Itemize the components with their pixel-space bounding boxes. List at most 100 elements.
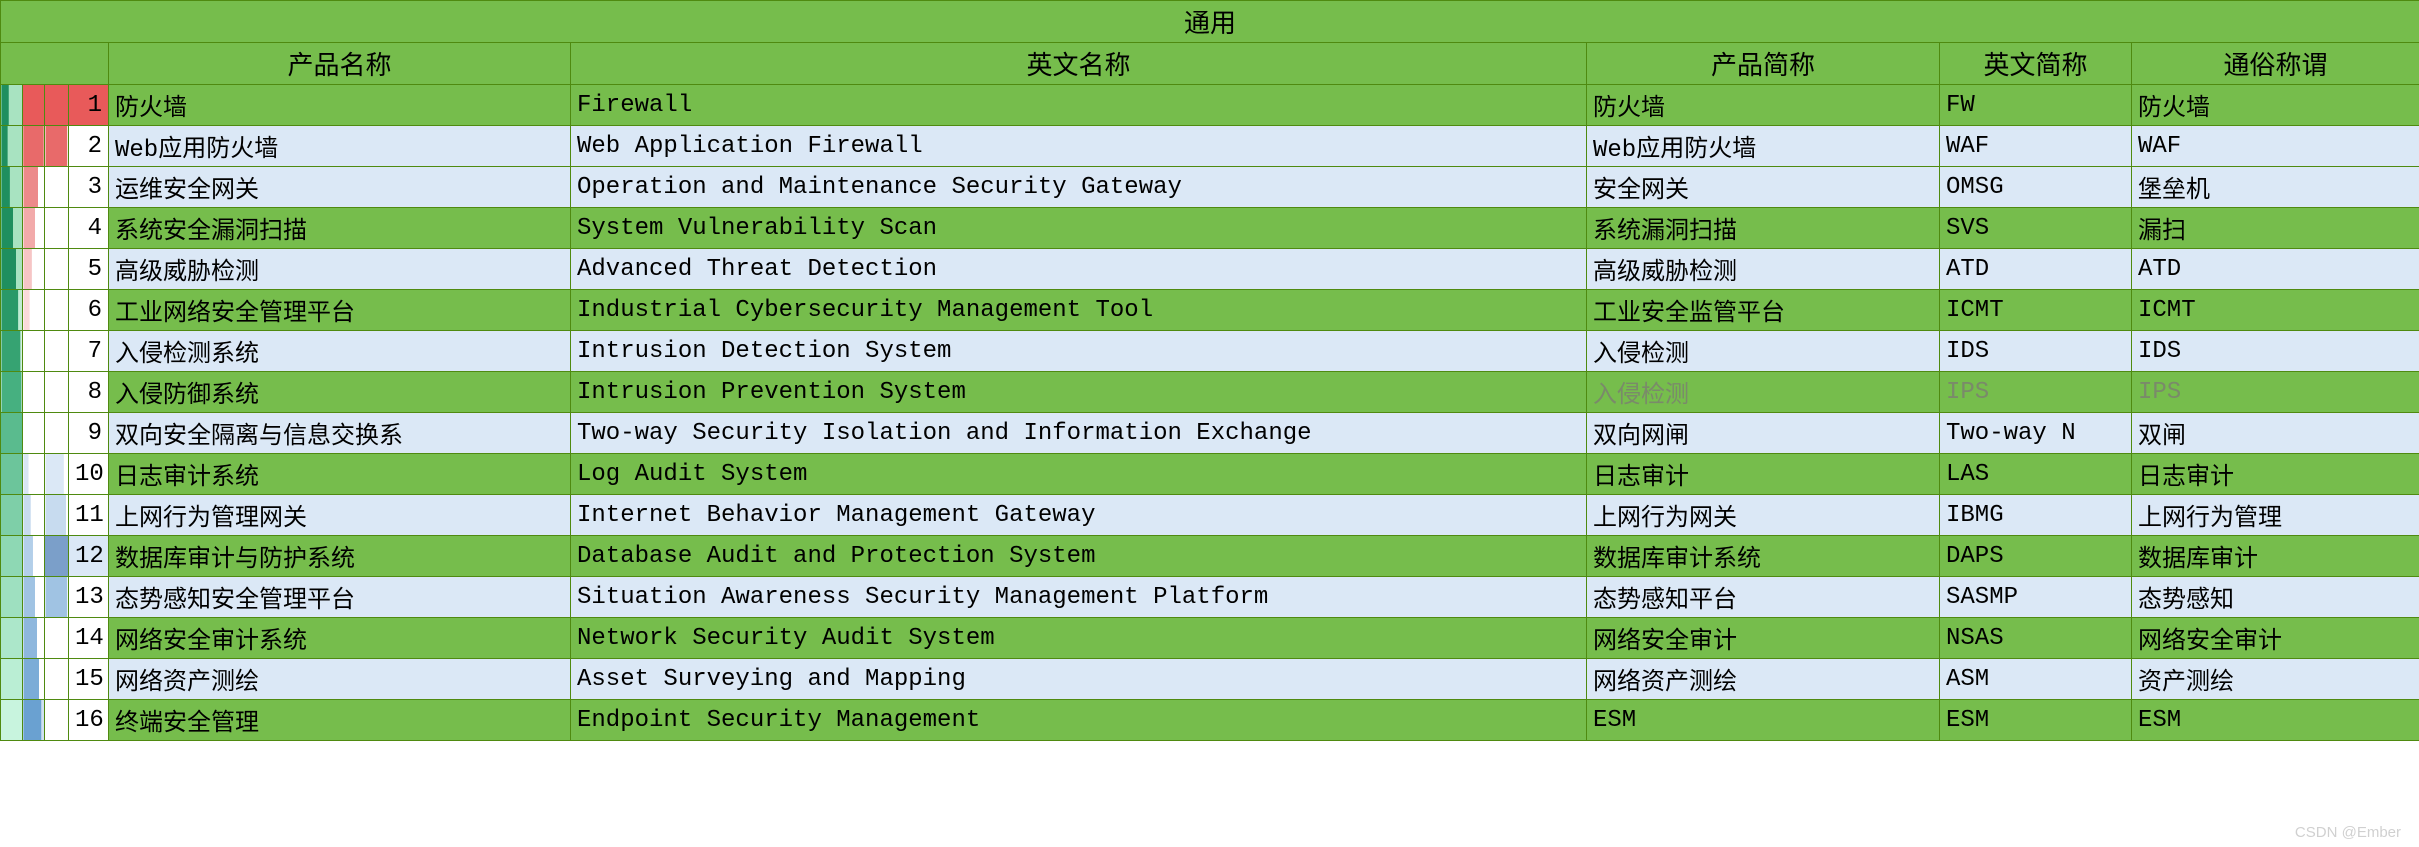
cell-english-abbr: LAS [1940,454,2132,495]
row-number: 3 [69,167,109,208]
index-gradient-cell [23,413,45,454]
cell-english-name: Database Audit and Protection System [571,536,1587,577]
index-gradient-cell [45,618,69,659]
index-gradient-cell [23,290,45,331]
cell-common-name: 防火墙 [2132,85,2419,126]
cell-product-name: 双向安全隔离与信息交换系 [109,413,571,454]
index-gradient-cell [23,249,45,290]
index-gradient-cell [23,618,45,659]
cell-product-abbr: 网络安全审计 [1587,618,1940,659]
cell-product-abbr: ESM [1587,700,1940,741]
header-product-name: 产品名称 [109,43,571,85]
cell-product-name: 运维安全网关 [109,167,571,208]
table-row: 6工业网络安全管理平台Industrial Cybersecurity Mana… [1,290,2419,331]
cell-product-name: 工业网络安全管理平台 [109,290,571,331]
cell-product-abbr: 高级威胁检测 [1587,249,1940,290]
cell-product-abbr: 入侵检测 [1587,372,1940,413]
table-title: 通用 [1,1,2419,43]
cell-english-name: Advanced Threat Detection [571,249,1587,290]
cell-english-abbr: ASM [1940,659,2132,700]
cell-english-name: Network Security Audit System [571,618,1587,659]
header-english-name: 英文名称 [571,43,1587,85]
header-row: 产品名称 英文名称 产品简称 英文简称 通俗称谓 [1,43,2419,85]
row-number: 5 [69,249,109,290]
row-number: 13 [69,577,109,618]
index-gradient-cell [1,413,23,454]
cell-english-abbr: FW [1940,85,2132,126]
cell-product-abbr: 态势感知平台 [1587,577,1940,618]
row-number: 8 [69,372,109,413]
row-number: 15 [69,659,109,700]
cell-english-abbr: DAPS [1940,536,2132,577]
cell-product-abbr: 上网行为网关 [1587,495,1940,536]
row-number: 16 [69,700,109,741]
cell-product-name: 入侵防御系统 [109,372,571,413]
index-gradient-cell [1,208,23,249]
index-gradient-cell [45,577,69,618]
cell-english-name: Situation Awareness Security Management … [571,577,1587,618]
cell-english-abbr: Two-way N [1940,413,2132,454]
index-gradient-cell [23,577,45,618]
table-row: 1防火墙Firewall防火墙FW防火墙 [1,85,2419,126]
cell-product-name: 高级威胁检测 [109,249,571,290]
index-gradient-cell [45,454,69,495]
table-row: 14网络安全审计系统Network Security Audit System网… [1,618,2419,659]
index-gradient-cell [45,85,69,126]
cell-english-name: Operation and Maintenance Security Gatew… [571,167,1587,208]
cell-common-name: 数据库审计 [2132,536,2419,577]
cell-product-name: 系统安全漏洞扫描 [109,208,571,249]
cell-product-name: 网络资产测绘 [109,659,571,700]
cell-common-name: ESM [2132,700,2419,741]
index-gradient-cell [1,700,23,741]
cell-english-name: Asset Surveying and Mapping [571,659,1587,700]
table-row: 10日志审计系统Log Audit System日志审计LAS日志审计 [1,454,2419,495]
cell-product-abbr: 工业安全监管平台 [1587,290,1940,331]
cell-common-name: 堡垒机 [2132,167,2419,208]
cell-english-abbr: ESM [1940,700,2132,741]
table-row: 15网络资产测绘Asset Surveying and Mapping网络资产测… [1,659,2419,700]
cell-common-name: 态势感知 [2132,577,2419,618]
header-product-abbr: 产品简称 [1587,43,1940,85]
cell-product-name: 态势感知安全管理平台 [109,577,571,618]
cell-common-name: IDS [2132,331,2419,372]
index-gradient-cell [45,659,69,700]
index-gradient-cell [1,659,23,700]
index-gradient-cell [1,85,23,126]
cell-product-abbr: 数据库审计系统 [1587,536,1940,577]
cell-english-abbr: SVS [1940,208,2132,249]
index-gradient-cell [45,372,69,413]
index-gradient-cell [1,577,23,618]
security-products-table: 通用 产品名称 英文名称 产品简称 英文简称 通俗称谓 1防火墙Firewall… [0,0,2419,741]
table-row: 16终端安全管理Endpoint Security ManagementESME… [1,700,2419,741]
table-row: 2Web应用防火墙Web Application FirewallWeb应用防火… [1,126,2419,167]
cell-common-name: 双闸 [2132,413,2419,454]
cell-english-name: Intrusion Detection System [571,331,1587,372]
index-gradient-cell [23,454,45,495]
index-gradient-cell [23,700,45,741]
index-gradient-cell [23,659,45,700]
cell-english-abbr: ATD [1940,249,2132,290]
cell-product-name: 上网行为管理网关 [109,495,571,536]
cell-product-name: 数据库审计与防护系统 [109,536,571,577]
header-english-abbr: 英文简称 [1940,43,2132,85]
index-gradient-cell [1,331,23,372]
title-row: 通用 [1,1,2419,43]
table-row: 3运维安全网关Operation and Maintenance Securit… [1,167,2419,208]
cell-product-abbr: 双向网闸 [1587,413,1940,454]
index-gradient-cell [45,495,69,536]
index-gradient-cell [1,618,23,659]
cell-common-name: 网络安全审计 [2132,618,2419,659]
table-row: 9双向安全隔离与信息交换系Two-way Security Isolation … [1,413,2419,454]
row-number: 4 [69,208,109,249]
cell-english-abbr: IDS [1940,331,2132,372]
cell-english-name: Firewall [571,85,1587,126]
row-number: 12 [69,536,109,577]
index-gradient-cell [23,208,45,249]
table-row: 8入侵防御系统Intrusion Prevention System入侵检测IP… [1,372,2419,413]
cell-english-abbr: NSAS [1940,618,2132,659]
index-gradient-cell [45,413,69,454]
index-gradient-cell [45,126,69,167]
row-number: 7 [69,331,109,372]
cell-common-name: ICMT [2132,290,2419,331]
cell-product-name: 网络安全审计系统 [109,618,571,659]
